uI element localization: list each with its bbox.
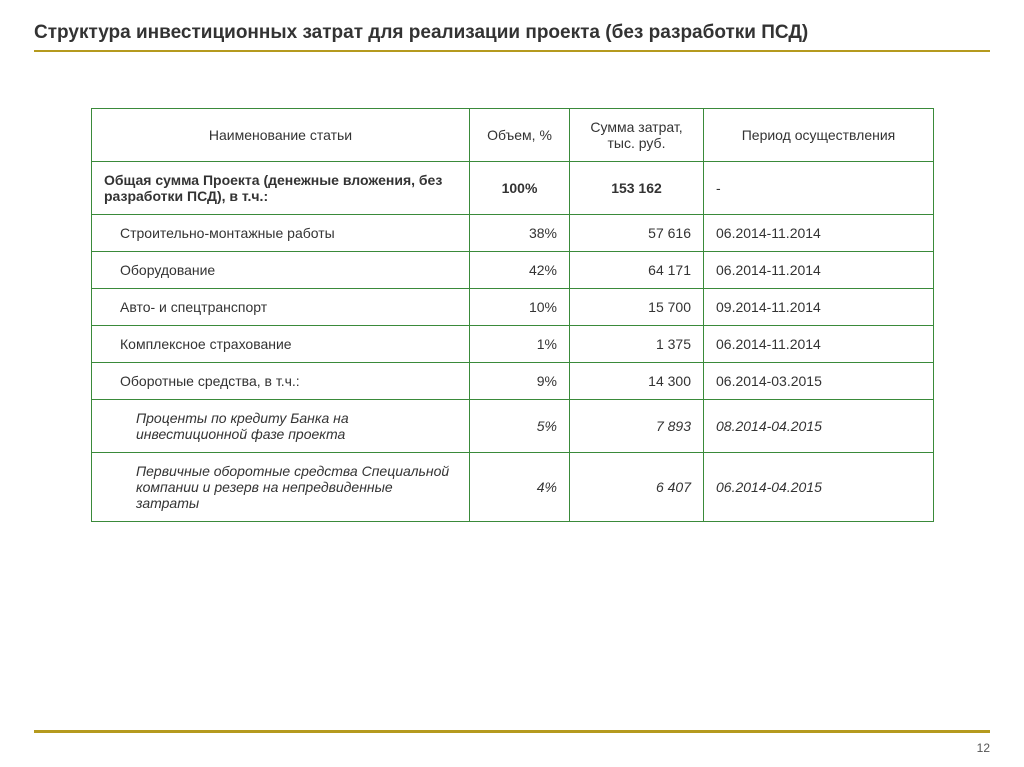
cell-volume: 9% (470, 363, 570, 400)
cell-volume: 100% (470, 162, 570, 215)
cell-sum: 6 407 (570, 453, 704, 522)
page-number: 12 (977, 741, 990, 755)
cell-period: 06.2014-04.2015 (704, 453, 934, 522)
cell-period: 09.2014-11.2014 (704, 289, 934, 326)
table-header-row: Наименование статьи Объем, % Сумма затра… (92, 109, 934, 162)
cell-name: Общая сумма Проекта (денежные вложения, … (92, 162, 470, 215)
cell-volume: 10% (470, 289, 570, 326)
page-title: Структура инвестиционных затрат для реал… (34, 22, 990, 44)
cell-period: - (704, 162, 934, 215)
cell-sum: 153 162 (570, 162, 704, 215)
col-period: Период осуществления (704, 109, 934, 162)
title-rule (34, 50, 990, 52)
table-row: Комплексное страхование1%1 37506.2014-11… (92, 326, 934, 363)
col-sum: Сумма затрат, тыс. руб. (570, 109, 704, 162)
table-row: Авто- и спецтранспорт10%15 70009.2014-11… (92, 289, 934, 326)
cell-period: 06.2014-03.2015 (704, 363, 934, 400)
costs-table: Наименование статьи Объем, % Сумма затра… (91, 108, 934, 522)
cell-sum: 14 300 (570, 363, 704, 400)
cell-name: Проценты по кредиту Банка на инвестицион… (92, 400, 470, 453)
cell-name: Комплексное страхование (92, 326, 470, 363)
cell-period: 06.2014-11.2014 (704, 326, 934, 363)
cell-name: Авто- и спецтранспорт (92, 289, 470, 326)
table-row: Оборудование42%64 17106.2014-11.2014 (92, 252, 934, 289)
cell-name: Первичные оборотные средства Специальной… (92, 453, 470, 522)
cell-period: 06.2014-11.2014 (704, 215, 934, 252)
cell-volume: 38% (470, 215, 570, 252)
table-body: Общая сумма Проекта (денежные вложения, … (92, 162, 934, 522)
cell-volume: 5% (470, 400, 570, 453)
table-row: Строительно-монтажные работы38%57 61606.… (92, 215, 934, 252)
cell-sum: 1 375 (570, 326, 704, 363)
table-row: Проценты по кредиту Банка на инвестицион… (92, 400, 934, 453)
footer-rule (34, 730, 990, 733)
cell-name: Строительно-монтажные работы (92, 215, 470, 252)
cell-sum: 7 893 (570, 400, 704, 453)
col-volume: Объем, % (470, 109, 570, 162)
cell-sum: 57 616 (570, 215, 704, 252)
cell-sum: 15 700 (570, 289, 704, 326)
costs-table-wrap: Наименование статьи Объем, % Сумма затра… (91, 108, 933, 522)
cell-period: 08.2014-04.2015 (704, 400, 934, 453)
table-row: Оборотные средства, в т.ч.:9%14 30006.20… (92, 363, 934, 400)
cell-period: 06.2014-11.2014 (704, 252, 934, 289)
col-name: Наименование статьи (92, 109, 470, 162)
cell-name: Оборотные средства, в т.ч.: (92, 363, 470, 400)
table-row: Первичные оборотные средства Специальной… (92, 453, 934, 522)
table-row-total: Общая сумма Проекта (денежные вложения, … (92, 162, 934, 215)
cell-volume: 42% (470, 252, 570, 289)
cell-volume: 4% (470, 453, 570, 522)
cell-name: Оборудование (92, 252, 470, 289)
cell-volume: 1% (470, 326, 570, 363)
cell-sum: 64 171 (570, 252, 704, 289)
